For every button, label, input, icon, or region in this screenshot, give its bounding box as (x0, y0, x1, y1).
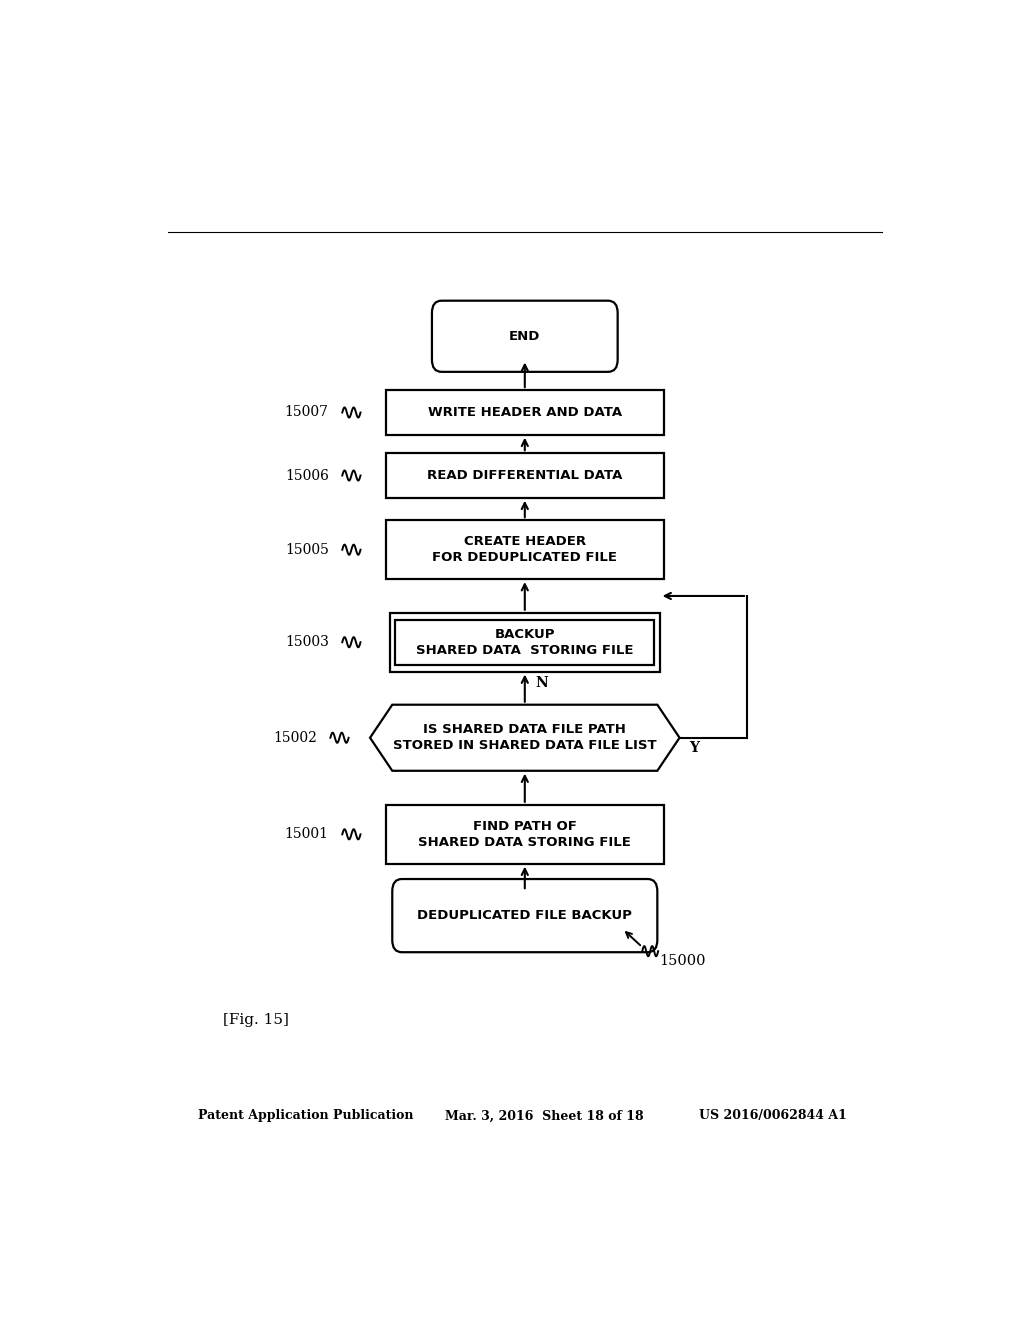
Polygon shape (370, 705, 680, 771)
Bar (386, 805, 664, 863)
Text: [Fig. 15]: [Fig. 15] (223, 1014, 289, 1027)
Text: 15003: 15003 (285, 635, 329, 649)
Text: READ DIFFERENTIAL DATA: READ DIFFERENTIAL DATA (427, 469, 623, 482)
Bar (386, 453, 664, 498)
Text: Y: Y (689, 741, 699, 755)
FancyBboxPatch shape (432, 301, 617, 372)
Text: 15005: 15005 (285, 543, 329, 557)
Text: 15002: 15002 (273, 731, 316, 744)
Text: 15006: 15006 (285, 469, 329, 483)
Text: CREATE HEADER
FOR DEDUPLICATED FILE: CREATE HEADER FOR DEDUPLICATED FILE (432, 535, 617, 564)
Text: US 2016/0062844 A1: US 2016/0062844 A1 (699, 1109, 847, 1122)
FancyBboxPatch shape (392, 879, 657, 952)
Bar (390, 612, 659, 672)
Text: IS SHARED DATA FILE PATH
STORED IN SHARED DATA FILE LIST: IS SHARED DATA FILE PATH STORED IN SHARE… (393, 723, 656, 752)
Bar (386, 520, 664, 579)
Text: Mar. 3, 2016  Sheet 18 of 18: Mar. 3, 2016 Sheet 18 of 18 (445, 1109, 644, 1122)
Text: 15007: 15007 (285, 405, 329, 420)
Text: WRITE HEADER AND DATA: WRITE HEADER AND DATA (428, 407, 622, 418)
Text: END: END (509, 330, 541, 343)
Text: FIND PATH OF
SHARED DATA STORING FILE: FIND PATH OF SHARED DATA STORING FILE (419, 820, 631, 849)
Text: DEDUPLICATED FILE BACKUP: DEDUPLICATED FILE BACKUP (418, 909, 632, 923)
Bar (395, 620, 654, 664)
Text: 15001: 15001 (285, 828, 329, 841)
Text: BACKUP
SHARED DATA  STORING FILE: BACKUP SHARED DATA STORING FILE (416, 628, 634, 657)
Text: Patent Application Publication: Patent Application Publication (198, 1109, 414, 1122)
Text: 15000: 15000 (659, 954, 707, 969)
Bar (386, 391, 664, 434)
Text: N: N (536, 676, 548, 690)
